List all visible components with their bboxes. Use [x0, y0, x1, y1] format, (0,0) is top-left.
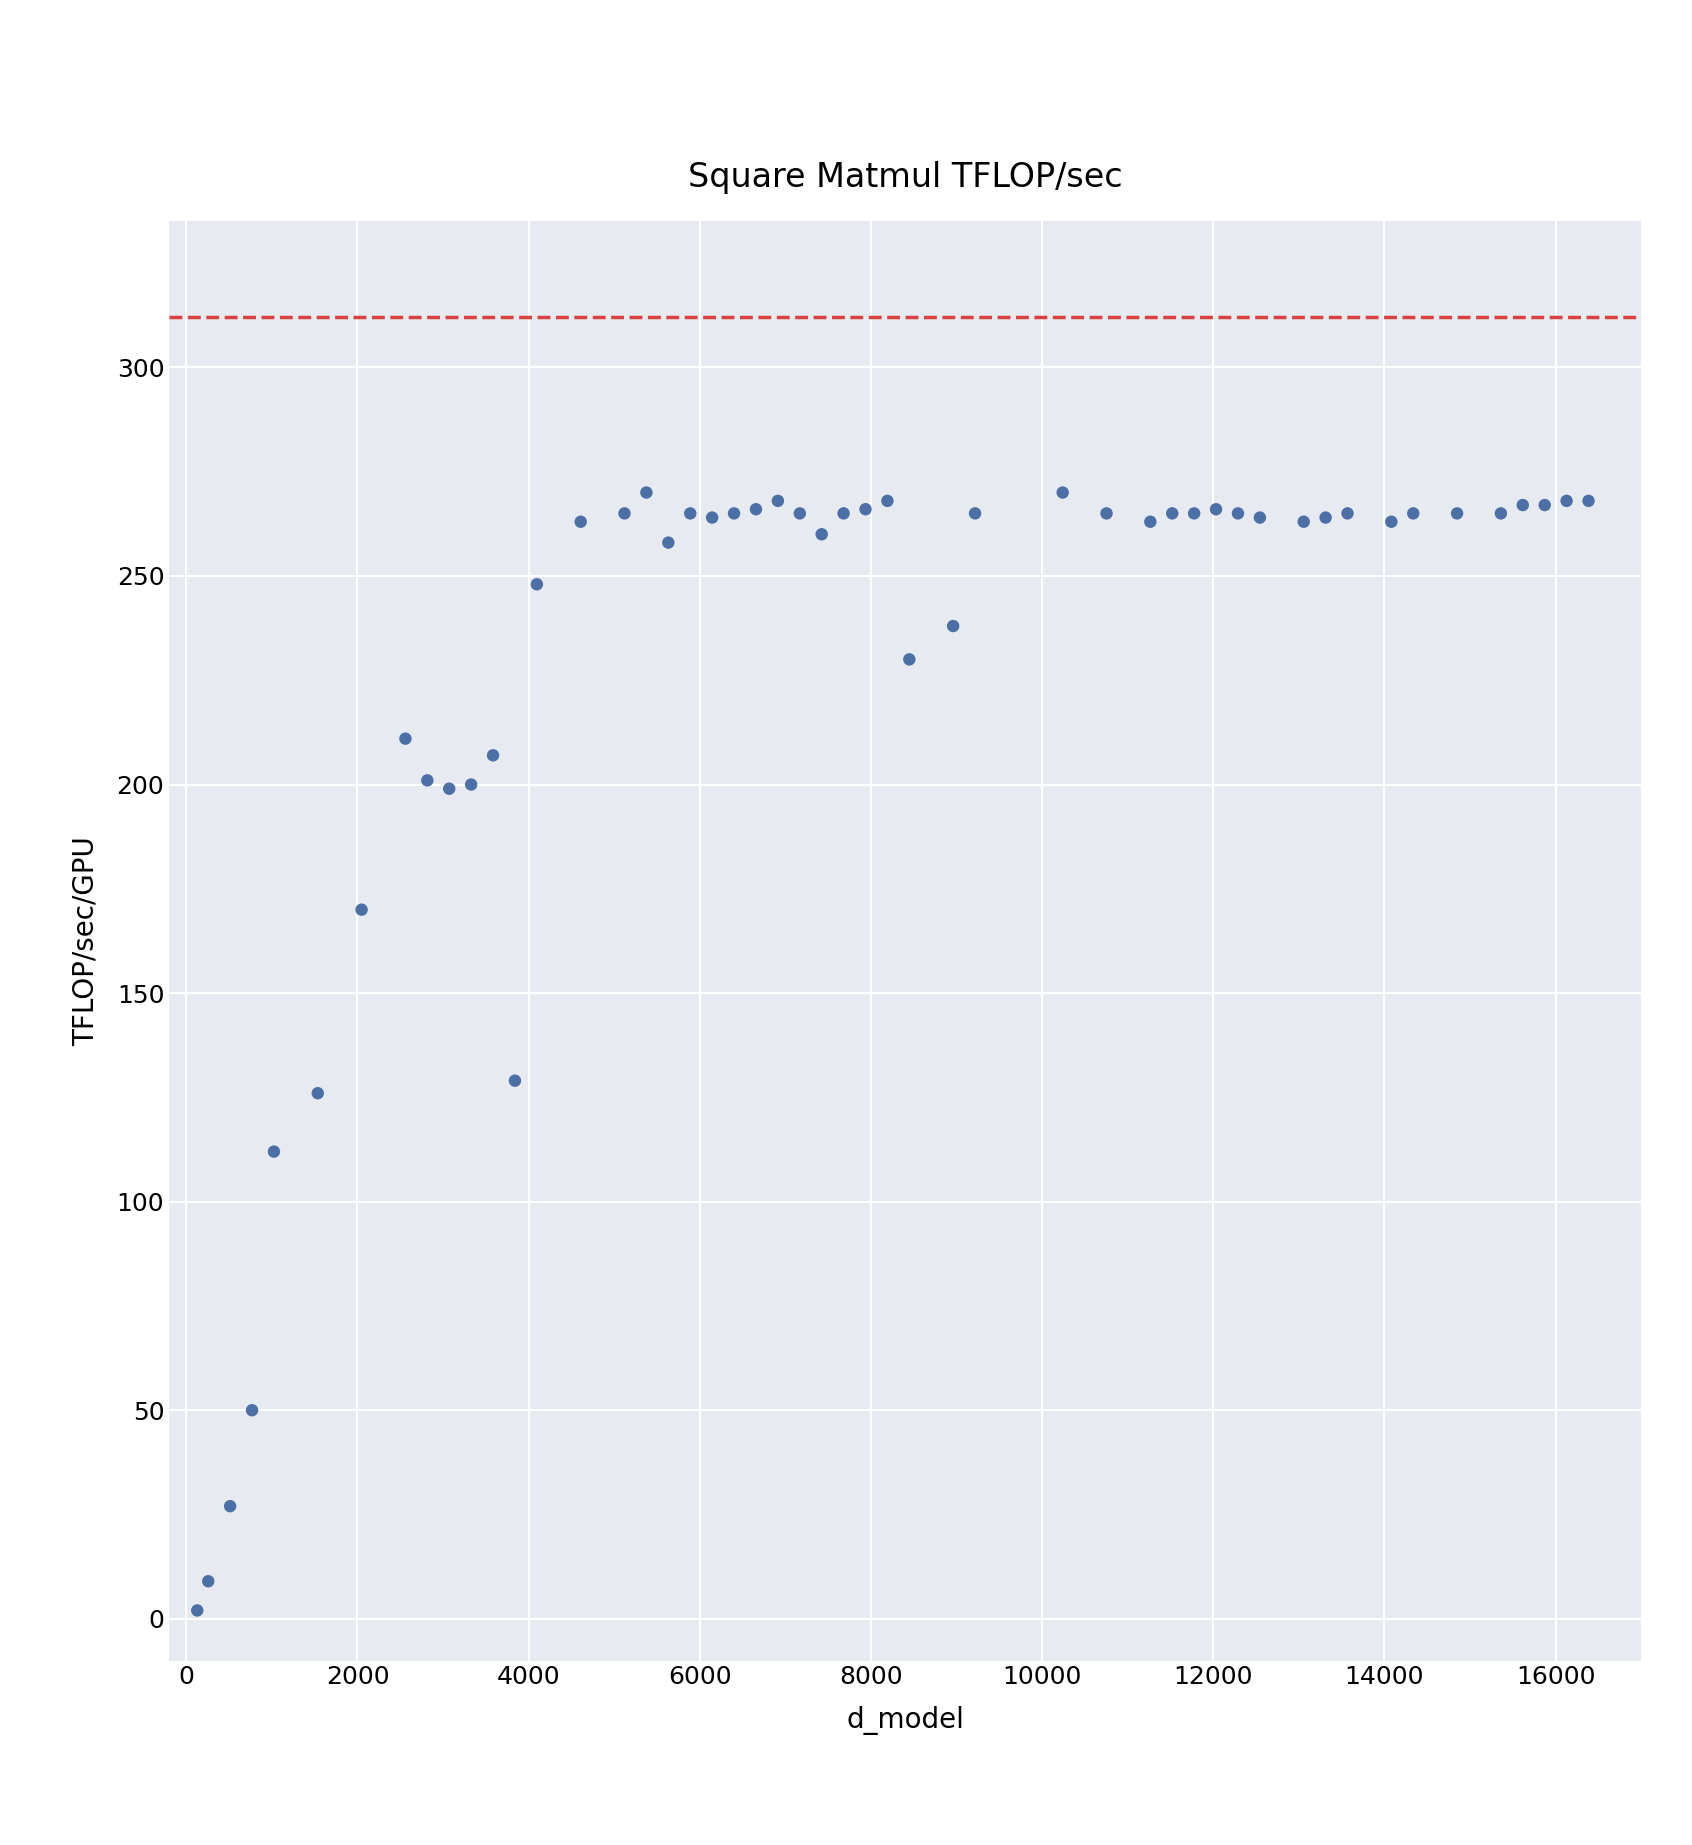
- Point: [305, 1079, 332, 1109]
- Point: [895, 644, 922, 673]
- Point: [853, 494, 880, 524]
- Point: [261, 1137, 288, 1166]
- Point: [1159, 498, 1186, 528]
- Point: [184, 1596, 212, 1625]
- Point: [1443, 498, 1470, 528]
- Point: [195, 1566, 222, 1596]
- Point: [1093, 498, 1120, 528]
- Point: [1291, 507, 1318, 537]
- Point: [217, 1491, 244, 1520]
- Point: [239, 1395, 266, 1424]
- Point: [501, 1066, 528, 1096]
- Point: [567, 507, 594, 537]
- Point: [1333, 498, 1360, 528]
- Point: [611, 498, 638, 528]
- Point: [787, 498, 814, 528]
- Point: [1399, 498, 1426, 528]
- Point: [479, 740, 506, 769]
- Point: [961, 498, 988, 528]
- Point: [1225, 498, 1252, 528]
- Point: [721, 498, 748, 528]
- Point: [831, 498, 858, 528]
- Point: [1575, 485, 1602, 515]
- Point: [1247, 504, 1274, 533]
- Point: [415, 766, 442, 795]
- Point: [1487, 498, 1514, 528]
- Point: [523, 570, 550, 600]
- Point: [1377, 507, 1404, 537]
- Point: [1553, 485, 1580, 515]
- Point: [457, 769, 484, 799]
- Point: [393, 723, 420, 753]
- Point: [677, 498, 704, 528]
- Y-axis label: TFLOP/sec/GPU: TFLOP/sec/GPU: [73, 836, 100, 1046]
- Point: [699, 504, 726, 533]
- Point: [1181, 498, 1208, 528]
- Point: [655, 528, 682, 557]
- Point: [1203, 494, 1230, 524]
- Title: Square Matmul TFLOP/sec: Square Matmul TFLOP/sec: [689, 161, 1122, 194]
- Point: [765, 485, 792, 515]
- Point: [1049, 478, 1076, 507]
- Point: [873, 485, 900, 515]
- Point: [437, 773, 464, 803]
- Point: [743, 494, 770, 524]
- Point: [939, 611, 966, 640]
- Point: [1137, 507, 1164, 537]
- Point: [1531, 491, 1558, 520]
- Point: [1509, 491, 1536, 520]
- Point: [633, 478, 660, 507]
- Point: [809, 520, 836, 550]
- Point: [1311, 504, 1338, 533]
- X-axis label: d_model: d_model: [846, 1707, 964, 1734]
- Point: [349, 895, 376, 924]
